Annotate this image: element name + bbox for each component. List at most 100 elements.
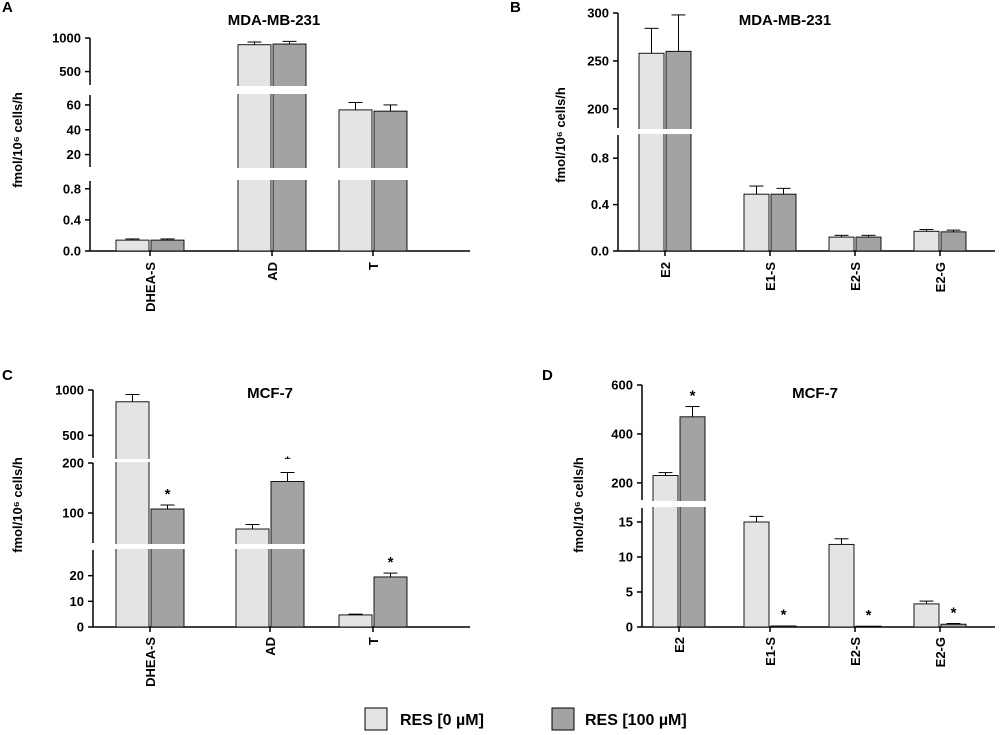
- bar: [913, 603, 940, 628]
- y-tick-label: 300: [587, 6, 609, 21]
- y-tick-label: 500: [62, 428, 84, 443]
- bar: [855, 625, 882, 628]
- y-tick-label: 200: [611, 475, 633, 490]
- bar: [743, 521, 770, 628]
- y-tick-label: 600: [611, 378, 633, 393]
- y-tick-label: 200: [62, 456, 84, 471]
- category-label: E1-S: [763, 262, 778, 291]
- bar: [373, 110, 408, 252]
- y-tick-label: 20: [67, 147, 81, 162]
- legend-swatch-res-100: [551, 707, 575, 731]
- y-tick-label: 100: [62, 506, 84, 521]
- panel-c: C MCF-7 fmol/10⁶ cells/h 0 10 20 100 200 500 1…: [2, 367, 470, 687]
- panel-letter: A: [2, 0, 13, 16]
- y-tick-label: 0.4: [591, 197, 610, 212]
- y-tick-label: 0.0: [591, 244, 609, 259]
- panel-a-plot: 0.0 0.4 0.8 20 40 60 500 1000 DHEA-S AD T: [52, 31, 470, 312]
- bar: [237, 44, 272, 252]
- bar: [373, 576, 408, 628]
- significance-star: *: [690, 388, 696, 405]
- bar: [679, 416, 706, 628]
- category-label: T: [366, 262, 381, 270]
- panel-b-plot: 0.0 0.4 0.8 200 250 300 E2 E1-S E2-S E2-G: [587, 6, 995, 292]
- y-tick-label: 1000: [52, 31, 81, 46]
- category-label: E2-G: [933, 637, 948, 667]
- axis-break: [97, 544, 470, 549]
- bar: [270, 481, 305, 628]
- axis-break: [622, 129, 995, 134]
- bar: [743, 193, 770, 252]
- y-tick-label: 10: [70, 594, 84, 609]
- panel-title: MCF-7: [792, 385, 838, 402]
- axis-break: [646, 501, 995, 507]
- bar: [235, 528, 270, 628]
- category-label: T: [366, 637, 381, 645]
- panel-a: A MDA-MB-231 fmol/10⁶ cells/h 0.0 0.4 0.8 2…: [2, 0, 470, 312]
- y-tick-label: 0.8: [63, 181, 81, 196]
- axis-break: [95, 86, 470, 94]
- significance-star: *: [165, 486, 171, 503]
- y-tick-label: 15: [619, 515, 633, 530]
- bar: [115, 239, 150, 252]
- panel-title: MDA-MB-231: [228, 12, 321, 29]
- category-label: E2-S: [848, 637, 863, 666]
- bar: [913, 230, 940, 252]
- bar: [150, 239, 185, 252]
- panel-letter: D: [542, 367, 553, 384]
- bar: [665, 50, 692, 252]
- category-label: DHEA-S: [143, 262, 158, 312]
- bar: [115, 401, 150, 628]
- bar: [940, 623, 967, 628]
- y-tick-label: 0.8: [591, 151, 609, 166]
- bar: [940, 231, 967, 252]
- bar: [638, 52, 665, 252]
- y-tick-label: 20: [70, 568, 84, 583]
- y-tick-label: 0.0: [63, 244, 81, 259]
- category-label: AD: [265, 262, 280, 281]
- y-axis-label: fmol/10⁶ cells/h: [553, 87, 568, 183]
- bar: [150, 508, 185, 628]
- bar: [652, 475, 679, 628]
- legend-label-res-100: RES [100 µM]: [585, 712, 687, 729]
- panel-d: D MCF-7 fmol/10⁶ cells/h 0 5 10 15 200 400 600…: [542, 367, 995, 667]
- category-label: E1-S: [763, 637, 778, 666]
- panel-title: MDA-MB-231: [739, 12, 832, 29]
- significance-star: *: [951, 605, 957, 622]
- bar: [855, 236, 882, 252]
- bar: [828, 543, 855, 628]
- y-tick-label: 250: [587, 53, 609, 68]
- y-tick-label: 1000: [55, 383, 84, 398]
- panel-title: MCF-7: [247, 385, 293, 402]
- y-axis-label: fmol/10⁶ cells/h: [10, 457, 25, 553]
- y-tick-label: 0: [626, 620, 633, 635]
- category-label: E2-G: [933, 262, 948, 292]
- y-tick-label: 10: [619, 550, 633, 565]
- category-label: DHEA-S: [143, 637, 158, 687]
- legend-swatch-res-0: [364, 707, 388, 731]
- panel-b: B MDA-MB-231 fmol/10⁶ cells/h 0.0 0.4 0.8 2…: [510, 0, 995, 292]
- bar: [828, 236, 855, 252]
- y-tick-label: 60: [67, 97, 81, 112]
- y-axis-label: fmol/10⁶ cells/h: [571, 457, 586, 553]
- significance-star: *: [866, 607, 872, 624]
- y-tick-label: 40: [67, 122, 81, 137]
- significance-star: *: [388, 554, 394, 571]
- bar: [338, 109, 373, 252]
- bar: [770, 193, 797, 252]
- axis-break: [97, 459, 470, 462]
- significance-star: *: [781, 607, 787, 624]
- legend: RES [0 µM] RES [100 µM]: [364, 707, 687, 731]
- category-label: E2: [672, 637, 687, 653]
- panel-letter: C: [2, 367, 13, 384]
- category-label: E2-S: [848, 262, 863, 291]
- bar: [770, 625, 797, 628]
- y-tick-label: 0: [77, 620, 84, 635]
- y-tick-label: 5: [626, 585, 633, 600]
- y-axis-label: fmol/10⁶ cells/h: [10, 92, 25, 188]
- bar: [338, 614, 373, 628]
- y-tick-label: 500: [59, 64, 81, 79]
- panel-letter: B: [510, 0, 521, 16]
- axis-break: [95, 168, 470, 180]
